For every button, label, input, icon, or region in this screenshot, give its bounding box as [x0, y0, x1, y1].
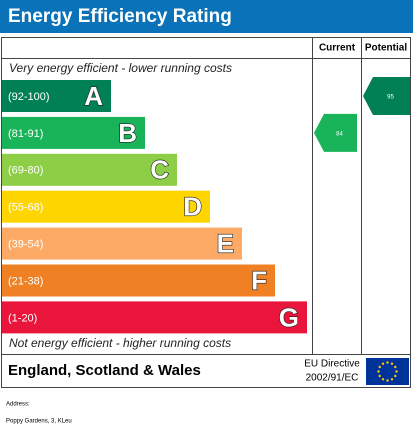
frame — [1, 37, 411, 388]
band-letter: D — [183, 192, 202, 222]
band — [2, 301, 307, 334]
band-letter: G — [279, 302, 299, 332]
band-letter: B — [118, 118, 137, 148]
band-range: (55-68) — [8, 202, 43, 214]
band-range: (21-38) — [8, 275, 43, 287]
band — [2, 190, 210, 223]
band-range: (69-80) — [8, 165, 43, 177]
band — [2, 116, 145, 149]
band — [2, 264, 275, 297]
band-letter: F — [251, 265, 267, 295]
column-header: Potential — [365, 43, 407, 54]
band-letter: E — [217, 228, 234, 258]
title-bar — [0, 0, 413, 33]
top-note: Very energy efficient - lower running co… — [9, 61, 232, 75]
band-letter: C — [150, 155, 169, 185]
band-range: (81-91) — [8, 128, 43, 140]
band-range: (1-20) — [8, 312, 37, 324]
title: Energy Efficiency Rating — [8, 6, 232, 27]
rating-arrow — [314, 113, 357, 152]
band — [2, 227, 242, 260]
band-range: (39-54) — [8, 239, 43, 251]
band-range: (92-100) — [8, 91, 50, 103]
address-line: Poppy Gardens, 3, KLeu — [6, 419, 72, 425]
bottom-note: Not energy efficient - higher running co… — [9, 336, 231, 350]
column-header: Current — [319, 43, 356, 54]
eu-flag — [366, 358, 409, 385]
directive: EU Directive — [304, 359, 360, 370]
rating-value: 84 — [336, 131, 343, 137]
region: England, Scotland & Wales — [8, 362, 201, 379]
band — [2, 80, 111, 112]
band — [2, 153, 177, 186]
rating-value: 95 — [387, 95, 394, 101]
address-label: Address: — [6, 402, 30, 408]
band-letter: A — [84, 81, 103, 111]
rating-arrow — [363, 77, 410, 115]
directive: 2002/91/EC — [306, 373, 359, 384]
